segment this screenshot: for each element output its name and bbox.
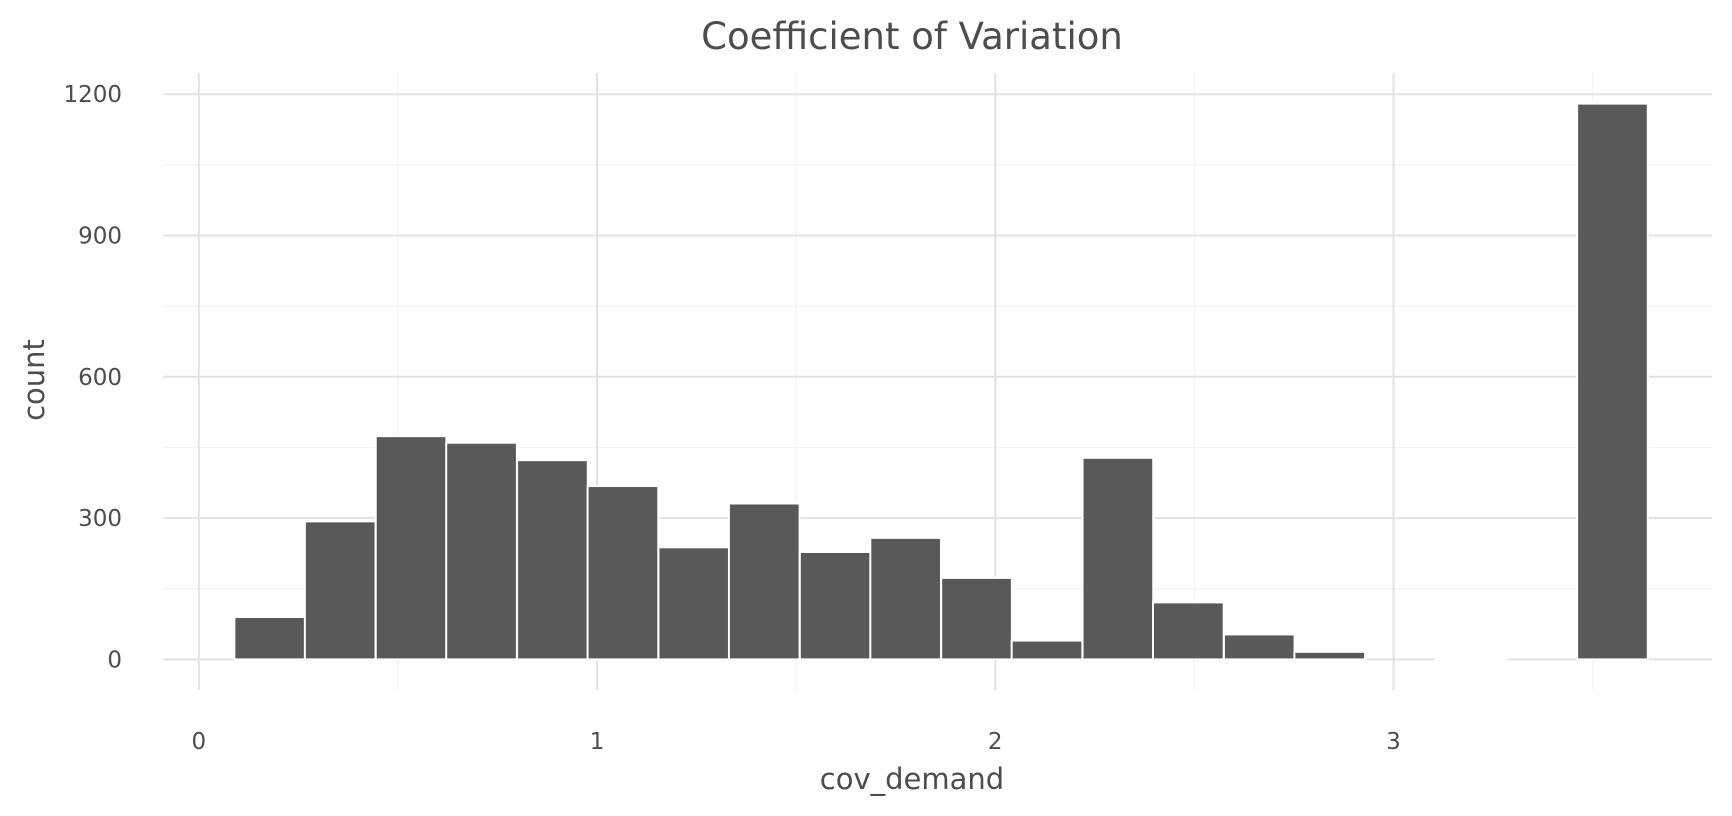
histogram-bar-15: [1293, 650, 1367, 661]
histogram-bar-2: [374, 435, 448, 661]
y-tick-label-0: 0: [107, 647, 122, 673]
x-tick-label-3: 3: [1386, 729, 1401, 755]
y-axis-title: count: [17, 339, 51, 421]
histogram-bar-19: [1576, 102, 1649, 661]
histogram-bar-17: [1434, 656, 1508, 661]
x-tick-label-1: 1: [590, 729, 605, 755]
histogram-bar-11: [1010, 639, 1084, 661]
histogram-bar-3: [445, 441, 518, 661]
x-axis-title: cov_demand: [820, 762, 1004, 796]
histogram-bar-10: [940, 576, 1013, 661]
y-tick-label-2: 600: [78, 365, 122, 391]
histogram-bar-4: [516, 459, 589, 661]
histogram-bar-1: [303, 520, 377, 661]
histogram-bar-6: [657, 546, 731, 661]
y-tick-label-1: 300: [78, 506, 122, 532]
histogram-bar-9: [869, 536, 942, 661]
y-axis-ticks: 0 300 600 900 1200: [63, 82, 122, 673]
histogram-bar-7: [727, 502, 801, 661]
histogram-bar-14: [1222, 633, 1296, 661]
histogram-bar-12: [1081, 456, 1155, 661]
x-axis-ticks: 0 1 2 3: [192, 729, 1401, 755]
histogram-bars: [233, 102, 1649, 661]
histogram-bar-5: [586, 485, 660, 661]
y-tick-label-4: 1200: [63, 82, 122, 108]
x-tick-label-0: 0: [192, 729, 207, 755]
histogram-bar-8: [798, 550, 872, 661]
histogram-bar-0: [233, 615, 307, 661]
x-tick-label-2: 2: [988, 729, 1003, 755]
histogram-bar-13: [1152, 601, 1225, 661]
y-tick-label-3: 900: [78, 223, 122, 249]
chart-title: Coefficient of Variation: [701, 15, 1123, 58]
